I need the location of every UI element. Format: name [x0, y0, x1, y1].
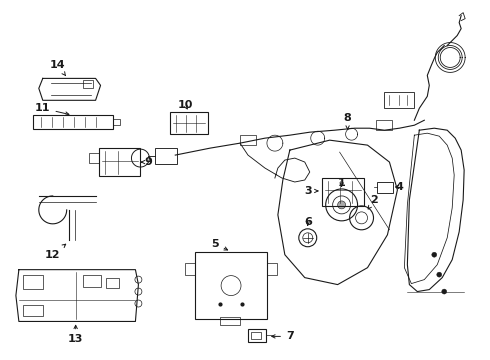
Bar: [240, 135, 256, 145]
Circle shape: [338, 201, 345, 209]
Bar: [248, 329, 266, 342]
Text: 5: 5: [211, 239, 227, 250]
Circle shape: [432, 252, 437, 257]
Bar: [83, 80, 93, 88]
Bar: [385, 92, 415, 108]
Bar: [105, 278, 120, 288]
Bar: [376, 120, 392, 130]
Text: 7: 7: [272, 332, 294, 341]
Text: 1: 1: [338, 178, 345, 188]
Bar: [220, 318, 240, 325]
Bar: [377, 182, 393, 193]
Bar: [251, 332, 261, 339]
Bar: [322, 178, 364, 206]
Bar: [23, 305, 43, 316]
Text: 3: 3: [304, 186, 318, 196]
Text: 10: 10: [177, 100, 193, 110]
Bar: [185, 263, 195, 275]
Text: 13: 13: [68, 325, 83, 345]
Text: 14: 14: [50, 60, 66, 76]
Text: 12: 12: [45, 244, 66, 260]
Bar: [195, 252, 267, 319]
Bar: [267, 263, 277, 275]
Circle shape: [437, 272, 442, 277]
Bar: [83, 275, 100, 287]
Text: 8: 8: [343, 113, 351, 129]
Text: 9: 9: [141, 157, 152, 167]
Bar: [155, 148, 177, 164]
Text: 2: 2: [368, 195, 378, 209]
Circle shape: [442, 289, 447, 294]
Bar: [98, 148, 141, 176]
Bar: [33, 115, 113, 129]
Bar: [171, 112, 208, 134]
Bar: [89, 153, 98, 163]
Text: 6: 6: [304, 217, 312, 227]
Bar: [23, 275, 43, 289]
Text: 11: 11: [35, 103, 69, 115]
Text: 4: 4: [395, 182, 403, 192]
Bar: [113, 119, 121, 125]
